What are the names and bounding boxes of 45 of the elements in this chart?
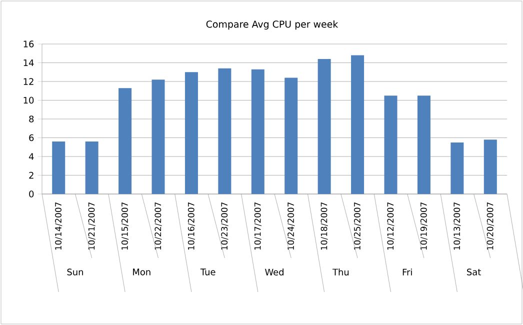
x-tick-label: 10/19/2007 (420, 202, 428, 250)
x-tick-label: 10/21/2007 (88, 202, 96, 250)
x-tick-label: 10/23/2007 (221, 202, 228, 250)
bar (152, 80, 165, 194)
bar (484, 140, 497, 194)
x-tick-label: 10/25/2007 (354, 202, 362, 250)
bar (284, 78, 298, 194)
bar (417, 96, 430, 194)
bar (52, 142, 66, 194)
text: Sat (467, 268, 481, 276)
y-tick-label: 6 (29, 134, 34, 142)
x-tick-label: 10/20/2007 (486, 202, 494, 250)
bar (85, 142, 98, 194)
y-tick-label: 12 (24, 78, 34, 85)
text: Fri (402, 268, 412, 276)
x-tick-label: 10/22/2007 (154, 202, 162, 250)
bar (184, 72, 198, 194)
bar (384, 96, 398, 194)
x-tick-label: 10/16/2007 (188, 202, 195, 250)
text: Sun (67, 268, 83, 276)
text: Tue (200, 268, 216, 276)
x-tick-label: 10/12/2007 (387, 202, 394, 250)
bar (450, 142, 464, 194)
bar (118, 88, 132, 194)
x-tick-label: 10/13/2007 (454, 202, 461, 250)
text: Thu (332, 268, 349, 276)
bar (251, 69, 264, 194)
y-tick-label: 0 (29, 190, 34, 198)
x-tick-label: 10/15/2007 (122, 202, 129, 250)
y-tick-label: 4 (28, 153, 34, 160)
y-tick-label: 2 (29, 172, 34, 179)
x-tick-label: 10/24/2007 (288, 202, 295, 250)
text: Wed (265, 268, 284, 276)
chart-title: Compare Avg CPU per week (206, 20, 338, 30)
x-tick-label: 10/18/2007 (320, 202, 328, 250)
y-tick-label: 16 (24, 40, 34, 48)
bar (218, 68, 232, 194)
bar (318, 59, 331, 194)
x-tick-label: 10/17/2007 (254, 202, 262, 250)
y-tick-label: 10 (24, 96, 34, 104)
bar (351, 55, 364, 194)
y-tick-label: 14 (24, 59, 34, 66)
text: Mon (133, 268, 150, 276)
x-tick-label: 10/14/2007 (55, 202, 62, 250)
y-tick-label: 8 (29, 116, 34, 122)
